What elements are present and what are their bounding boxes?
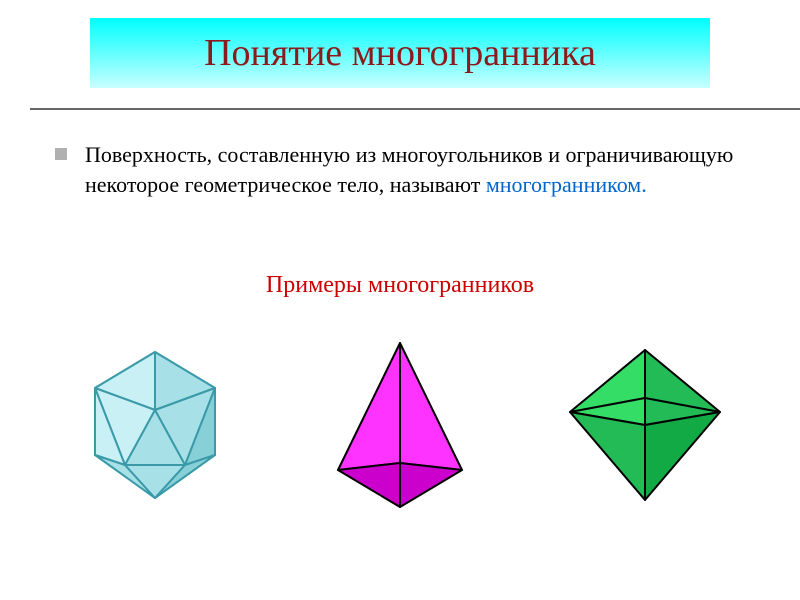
polyhedron-octahedron — [550, 330, 740, 520]
page-title: Понятие многогранника — [204, 31, 596, 75]
polyhedron-bipyramid — [305, 330, 495, 520]
octahedron-icon — [555, 340, 735, 510]
horizontal-rule — [30, 108, 800, 110]
icosahedron-icon — [70, 340, 240, 510]
definition-text: Поверхность, составленную из многоугольн… — [85, 140, 760, 199]
bullet-icon — [55, 148, 67, 160]
definition-part-2: многогранником. — [486, 172, 647, 197]
examples-heading: Примеры многогранников — [0, 272, 800, 299]
shapes-row — [60, 330, 740, 520]
bipyramid-icon — [320, 335, 480, 515]
title-banner: Понятие многогранника — [90, 18, 710, 88]
polyhedron-icosahedron — [60, 330, 250, 520]
